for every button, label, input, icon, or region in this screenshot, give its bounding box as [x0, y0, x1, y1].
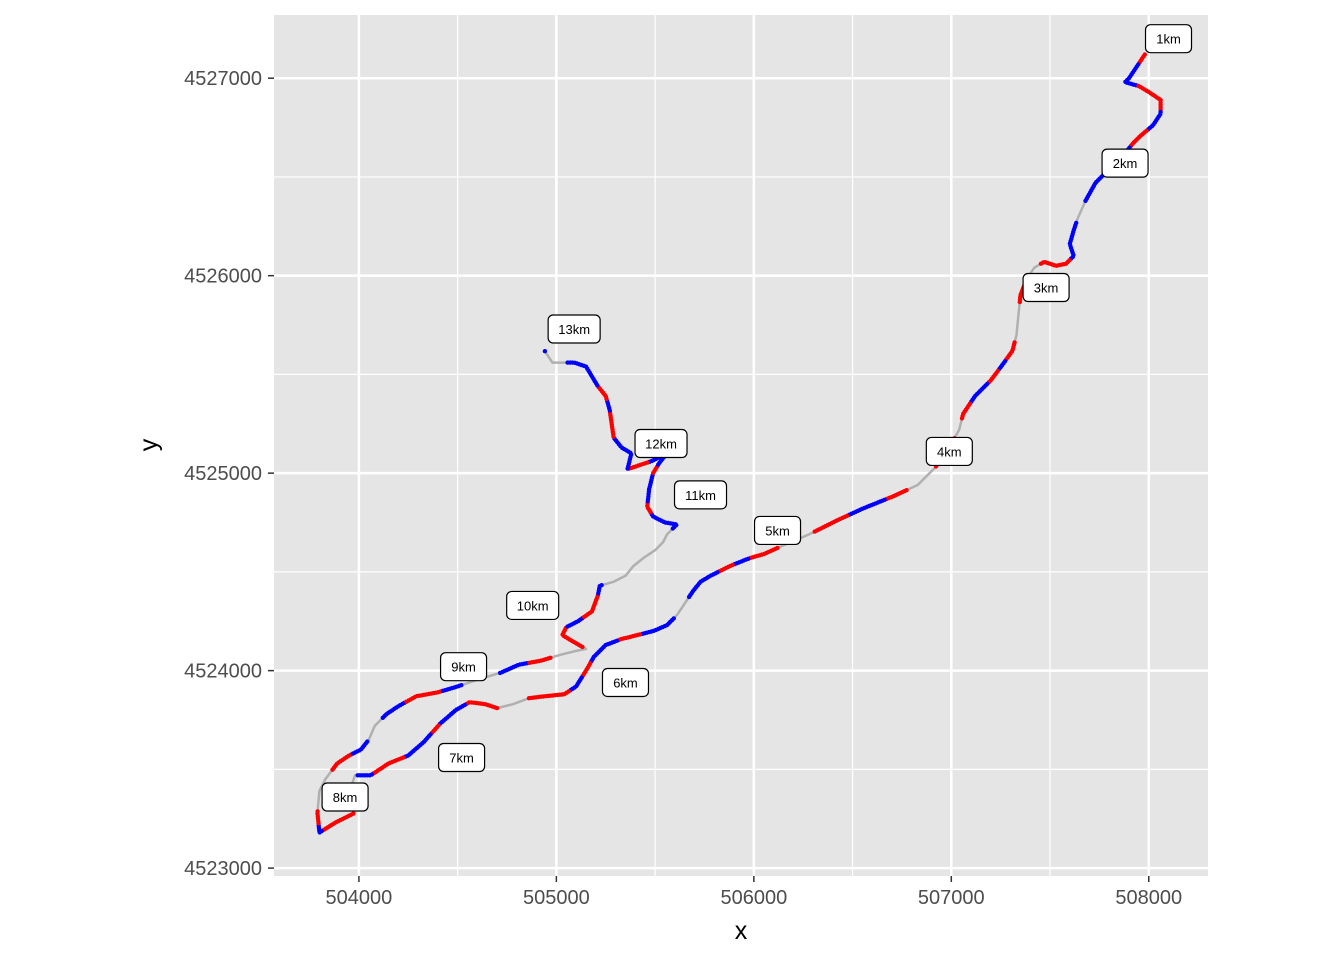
- km-label: 1km: [1156, 32, 1181, 47]
- route-point: [542, 349, 548, 354]
- km-label: 12km: [645, 437, 677, 452]
- x-tick-label: 507000: [918, 887, 985, 909]
- km-labels: 1km 2km 3km 4km 5km 6km 7km 8km 9km 10km 11km 12km 1…: [321, 24, 1193, 812]
- x-tick-label: 506000: [720, 887, 787, 909]
- km-label: 4km: [937, 444, 962, 459]
- y-tick-label: 4525000: [184, 463, 262, 485]
- y-tick-label: 4524000: [184, 661, 262, 683]
- km-label: 5km: [765, 523, 790, 538]
- y-tick-label: 4527000: [184, 68, 262, 90]
- km-label: 7km: [449, 751, 474, 766]
- km-label: 8km: [333, 790, 358, 805]
- km-label-box: [547, 314, 601, 344]
- route-point: [599, 583, 604, 588]
- km-label: 9km: [451, 660, 476, 675]
- route-point: [686, 594, 692, 600]
- km-label: 6km: [613, 675, 638, 690]
- y-tick-label: 4526000: [184, 266, 262, 288]
- km-label-box: [1101, 148, 1149, 178]
- route-point: [548, 655, 553, 660]
- km-label-box: [925, 436, 973, 467]
- route-point: [459, 683, 464, 688]
- axes: 504000 505000 506000 507000 508000 4523000 452…: [184, 68, 1182, 909]
- km-label-box: [753, 515, 802, 546]
- km-label-box: [506, 590, 560, 621]
- km-label-box: [634, 428, 688, 459]
- km-label: 13km: [558, 322, 590, 337]
- grid-lines: [274, 15, 1208, 876]
- route-point: [365, 739, 370, 744]
- route-point: [1083, 198, 1088, 203]
- km-label-box: [601, 667, 650, 698]
- km-label-box: [673, 480, 728, 510]
- km-label: 2km: [1113, 156, 1138, 171]
- km-label-box: [321, 782, 369, 812]
- x-tick-label: 504000: [326, 887, 393, 909]
- route-point: [526, 696, 532, 701]
- route-point: [959, 416, 965, 421]
- route-point: [1038, 261, 1044, 266]
- km-label-box: [1022, 272, 1070, 303]
- km-label: 3km: [1034, 281, 1059, 296]
- x-tick-label: 505000: [523, 887, 590, 909]
- route-point: [1017, 299, 1022, 305]
- km-label-box: [439, 652, 488, 682]
- route-point: [315, 809, 320, 814]
- route-point: [565, 360, 570, 365]
- x-axis-title: x: [735, 917, 748, 945]
- route-point: [812, 529, 817, 534]
- route-point: [355, 773, 360, 778]
- km-label-box: [437, 742, 486, 773]
- km-label: 10km: [517, 598, 549, 613]
- km-label: 11km: [685, 488, 716, 503]
- x-tick-label: 508000: [1115, 887, 1182, 909]
- panel-background: [274, 15, 1208, 876]
- y-axis-title: y: [135, 438, 163, 451]
- km-label-box: [1144, 24, 1193, 54]
- y-tick-label: 4523000: [184, 858, 262, 880]
